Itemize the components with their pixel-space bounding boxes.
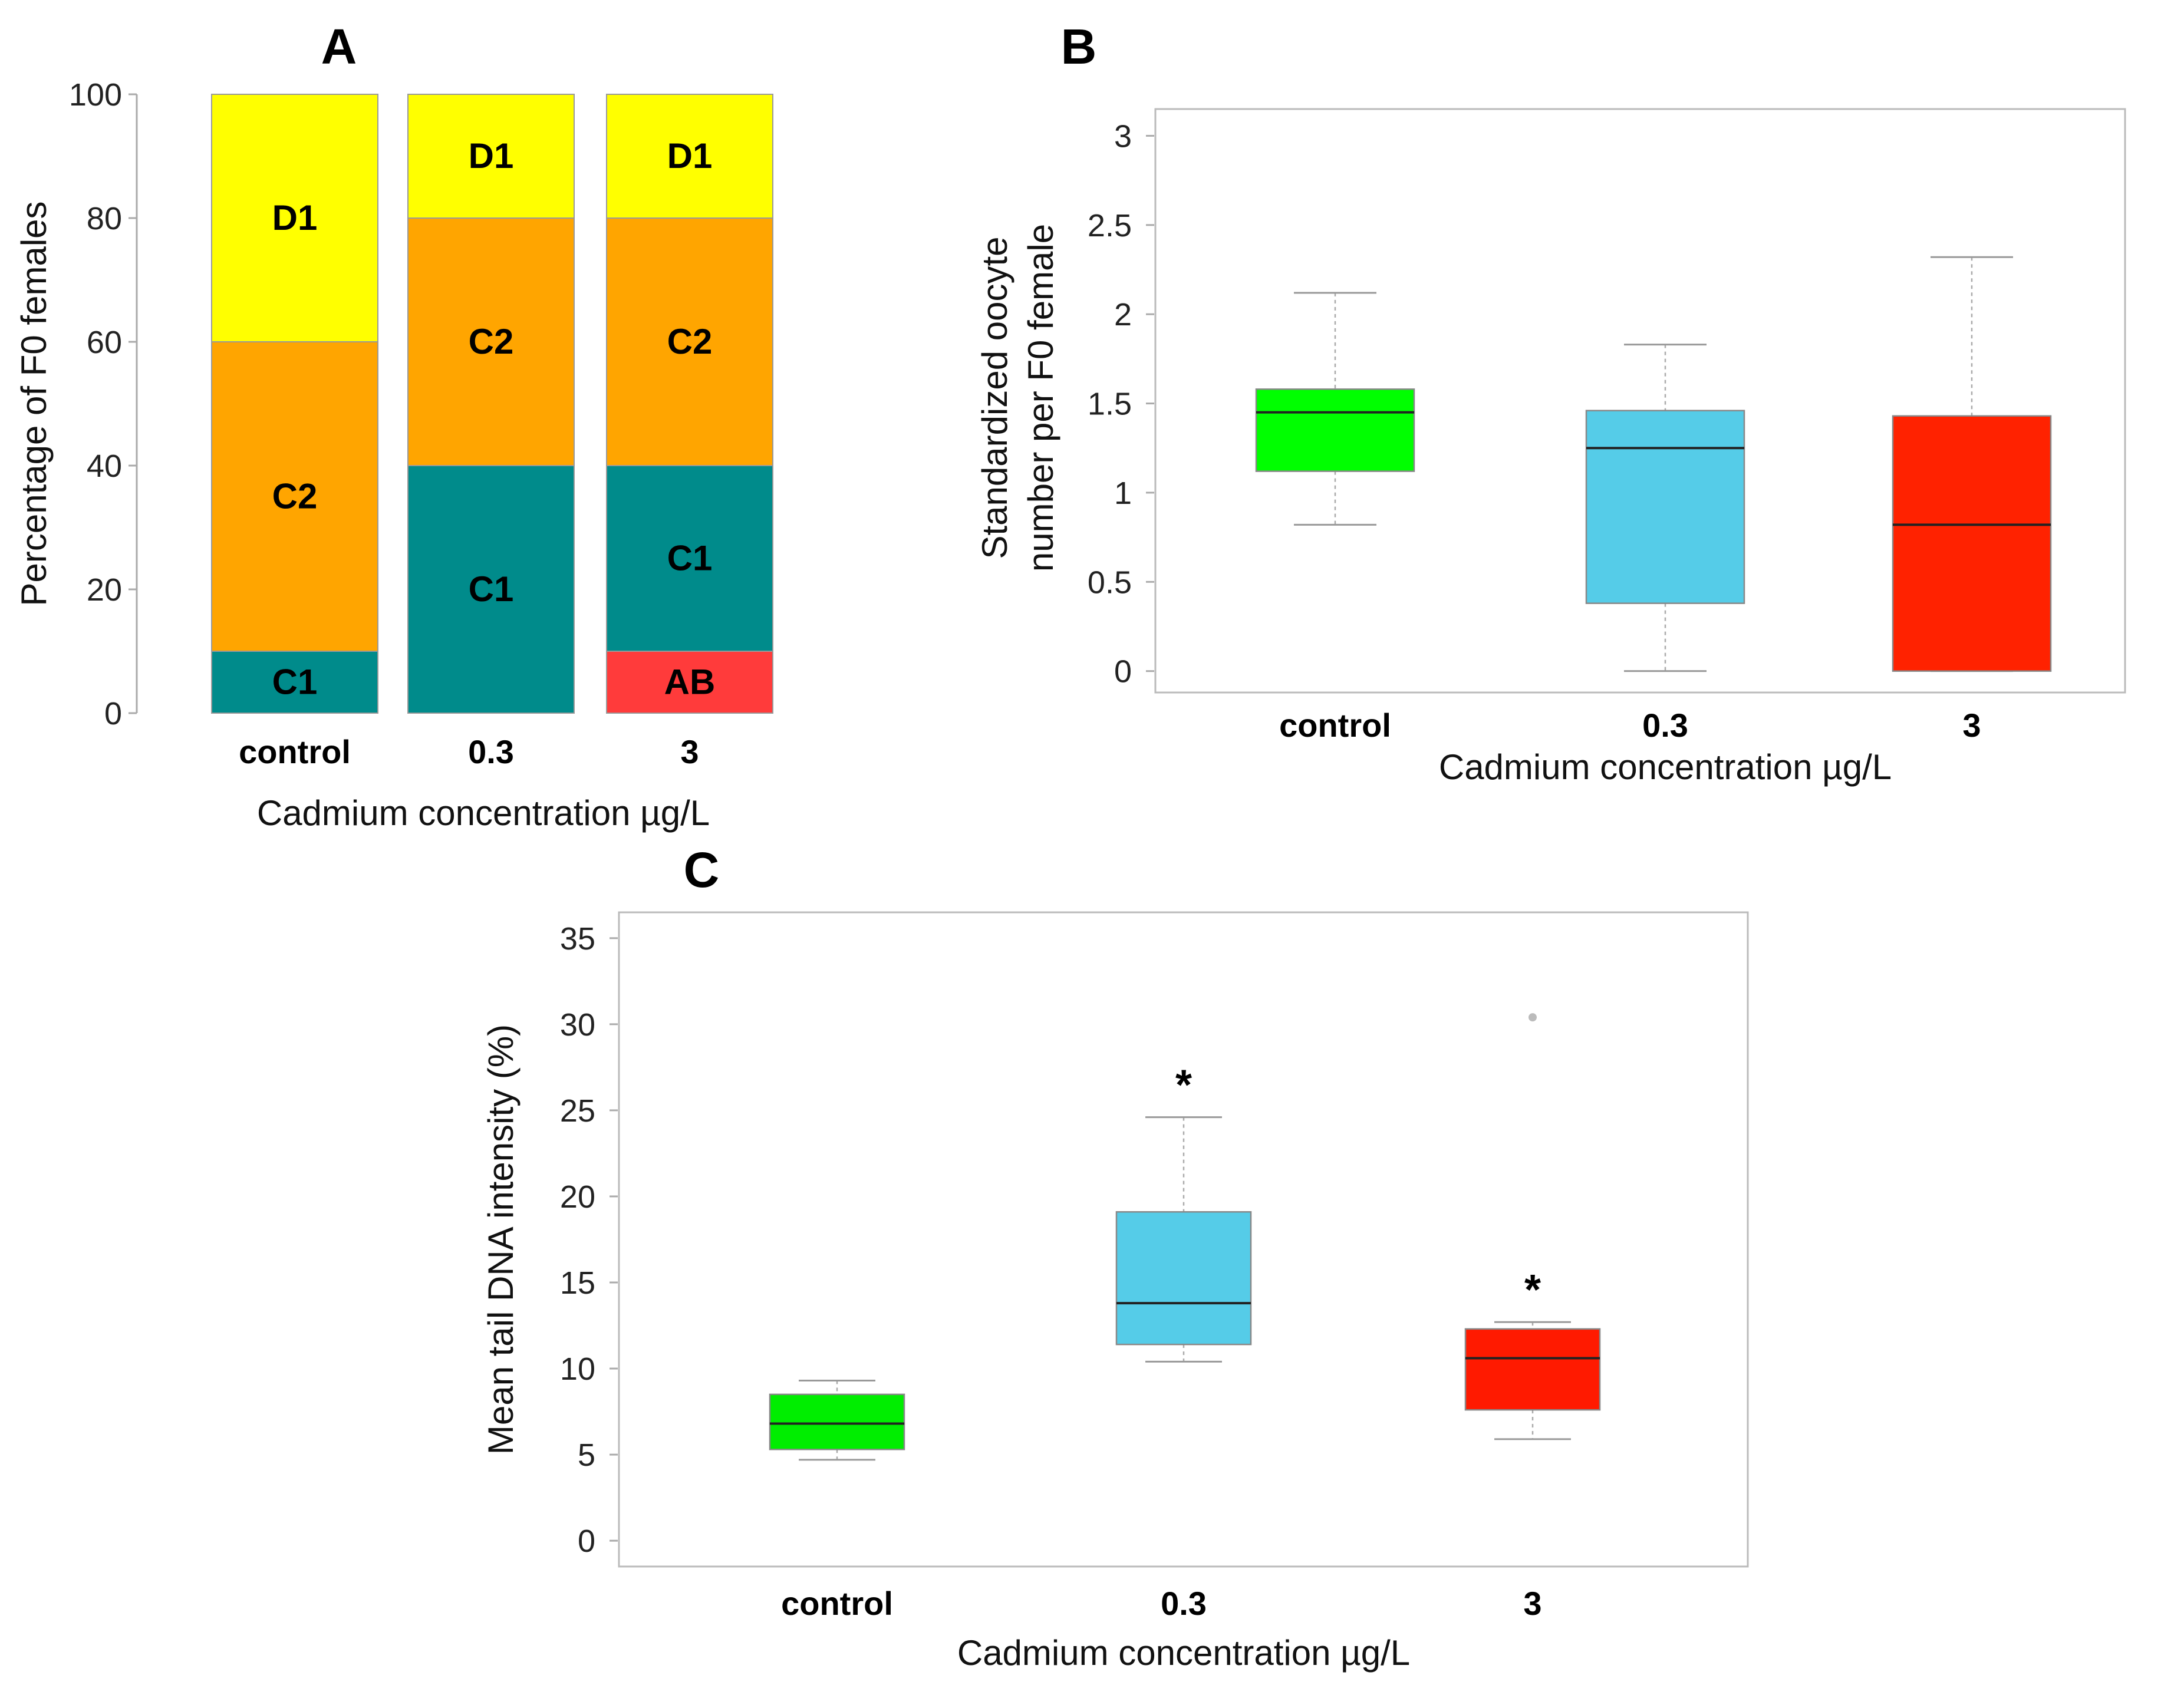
box-control <box>1255 292 1415 526</box>
y-tick-label: 5 <box>578 1437 595 1473</box>
bar-segment-d1 <box>606 94 773 219</box>
y-axis-title-line-2: number per F0 female <box>1021 224 1060 572</box>
box-iqr <box>1255 388 1415 472</box>
segment-label: C1 <box>667 539 713 578</box>
segment-label: AB <box>664 662 716 702</box>
box-iqr <box>769 1393 905 1450</box>
x-tick-label: 3 <box>1962 707 1981 744</box>
x-axis-title: Cadmium concentration µg/L <box>1439 747 1892 787</box>
y-tick-label: 0 <box>1114 654 1132 690</box>
panel-c: C 0 5 10 15 20 25 30 35 * * control 0.3 3 Mean tai… <box>481 842 1749 1673</box>
segment-label: C1 <box>272 662 318 702</box>
x-tick-label: control <box>239 733 351 770</box>
y-tick-label: 3 <box>1114 118 1132 154</box>
bar-segment-c2 <box>606 217 773 466</box>
y-axis-title-line-1: Standardized oocyte <box>975 236 1014 559</box>
segment-label: D1 <box>272 198 318 238</box>
y-tick-label: 2 <box>1114 297 1132 332</box>
box-3 <box>1892 256 2052 672</box>
y-tick-label: 60 <box>87 325 122 360</box>
x-tick-label: control <box>781 1585 893 1622</box>
x-tick-label: 0.3 <box>468 733 514 770</box>
x-tick-label: control <box>1279 707 1391 744</box>
box-3: * <box>1464 1013 1601 1440</box>
x-tick-label: 3 <box>680 733 699 770</box>
plot-frame <box>1154 108 2126 694</box>
y-tick-label: 0 <box>104 696 122 731</box>
x-tick-label: 0.3 <box>1161 1585 1207 1622</box>
y-tick-label: 20 <box>87 572 122 608</box>
x-tick-label: 0.3 <box>1642 707 1688 744</box>
segment-label: C2 <box>667 322 713 361</box>
segment-label: C2 <box>469 322 514 361</box>
bar-segment-c1 <box>606 465 773 652</box>
y-tick-label: 1.5 <box>1088 387 1132 422</box>
bar-segment-c2 <box>407 217 575 466</box>
box-0.3 <box>1585 344 1745 672</box>
x-tick-label: 3 <box>1523 1585 1541 1622</box>
y-tick-label: 20 <box>560 1179 595 1215</box>
y-tick-label: 100 <box>69 77 122 113</box>
y-tick-label: 25 <box>560 1093 595 1129</box>
y-tick-label: 30 <box>560 1007 595 1043</box>
bar-segment-ab <box>606 651 773 714</box>
significance-marker: * <box>1175 1062 1192 1109</box>
y-tick-label: 1 <box>1114 476 1132 511</box>
box-iqr <box>1464 1328 1601 1411</box>
y-axis-title: Percentage of F0 females <box>14 201 54 606</box>
box-iqr <box>1585 410 1745 604</box>
panel-a: A 0 20 40 60 80 100 C1 C2 D1 C1 C2 D1 AB C1 C2 D1 cont… <box>14 19 773 833</box>
box-iqr <box>1115 1211 1252 1346</box>
y-tick-label: 15 <box>560 1265 595 1301</box>
y-tick-label: 10 <box>560 1351 595 1387</box>
y-tick-label: 35 <box>560 921 595 957</box>
panel-letter-b: B <box>1061 19 1097 74</box>
box-control <box>769 1380 905 1461</box>
x-axis-title: Cadmium concentration µg/L <box>957 1633 1410 1673</box>
y-tick-label: 40 <box>87 449 122 484</box>
bar-segment-c2 <box>211 341 378 652</box>
panel-b: B 0 0.5 1 1.5 2 2.5 3 control 0.3 3 Standardized… <box>975 19 2126 787</box>
bar-segment-d1 <box>407 94 575 219</box>
box-iqr <box>1892 415 2052 672</box>
bar-segment-d1 <box>211 94 378 342</box>
segment-label: C1 <box>469 569 514 609</box>
outlier-point <box>1529 1013 1537 1022</box>
y-tick-label: 80 <box>87 201 122 236</box>
x-axis-title: Cadmium concentration µg/L <box>257 793 710 833</box>
segment-label: D1 <box>667 136 713 176</box>
y-tick-label: 2.5 <box>1088 208 1132 243</box>
plot-frame <box>618 911 1749 1568</box>
y-tick-label: 0.5 <box>1088 565 1132 600</box>
panel-letter-c: C <box>684 842 720 898</box>
bar-segment-c1 <box>211 651 378 714</box>
bar-segment-c1 <box>407 465 575 714</box>
significance-marker: * <box>1524 1267 1541 1314</box>
segment-label: C2 <box>272 477 318 516</box>
box-0.3: * <box>1115 1062 1252 1363</box>
y-tick-label: 0 <box>578 1523 595 1559</box>
segment-label: D1 <box>469 136 514 176</box>
y-axis-title: Mean tail DNA intensity (%) <box>481 1024 521 1455</box>
panel-letter-a: A <box>321 19 357 74</box>
